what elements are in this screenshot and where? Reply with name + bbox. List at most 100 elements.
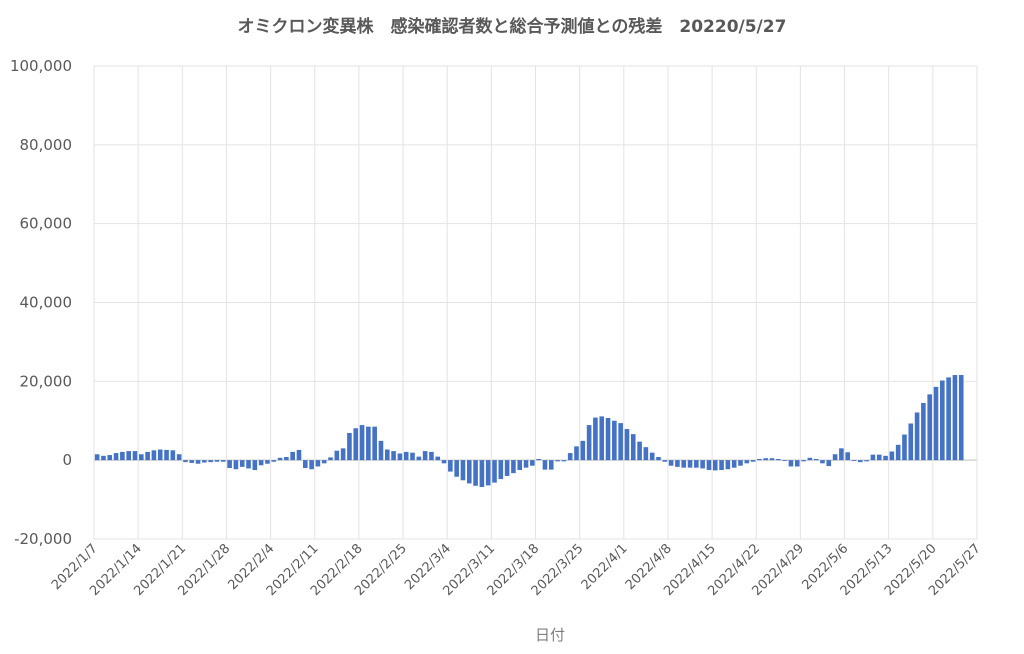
bar — [164, 449, 169, 461]
bar — [397, 453, 403, 461]
bar — [511, 460, 516, 474]
bar — [649, 452, 655, 461]
bar — [328, 457, 333, 461]
bar — [593, 417, 598, 461]
gridlines — [93, 65, 978, 540]
bar — [883, 455, 888, 461]
bar — [813, 458, 819, 461]
bar — [277, 457, 283, 461]
bar — [624, 429, 630, 461]
bar — [145, 451, 150, 461]
bar — [246, 460, 251, 469]
bar — [826, 460, 832, 467]
bar — [265, 460, 270, 464]
bar — [151, 450, 157, 461]
bar — [101, 455, 106, 461]
bar — [195, 460, 201, 464]
bar — [372, 426, 377, 461]
bar — [681, 460, 687, 468]
bar — [586, 425, 592, 461]
bar — [851, 460, 857, 461]
bar — [839, 448, 844, 461]
bar — [183, 460, 188, 463]
bar — [448, 460, 453, 472]
bar — [290, 451, 295, 461]
bar — [435, 456, 441, 461]
bar — [921, 403, 926, 461]
x-tick-label: 2022/4/1 — [579, 541, 631, 593]
y-axis-ticks: -20,000 0 20,000 40,000 60,000 80,000 100,000 — [10, 57, 72, 548]
bar — [744, 460, 750, 464]
bar — [498, 460, 504, 480]
bar — [542, 460, 548, 470]
bar — [694, 460, 699, 468]
bar — [429, 451, 434, 461]
bar — [517, 460, 523, 471]
bar — [391, 451, 396, 461]
bar — [807, 457, 813, 461]
bar — [189, 460, 195, 463]
bar — [580, 440, 586, 461]
bar — [340, 448, 346, 461]
bar — [656, 457, 661, 461]
bar — [864, 460, 869, 462]
bar — [107, 455, 113, 461]
bars — [94, 375, 964, 487]
bar — [208, 460, 213, 463]
bar — [794, 460, 800, 467]
x-axis-label: 日付 — [534, 626, 565, 644]
bar — [321, 460, 327, 464]
bar — [378, 440, 384, 461]
bar — [416, 456, 422, 461]
bar — [126, 451, 131, 461]
bar — [561, 460, 567, 462]
bar — [536, 458, 541, 461]
bar — [876, 454, 882, 461]
bar — [492, 460, 497, 483]
bar — [567, 453, 573, 461]
y-tick-label: 0 — [62, 451, 72, 469]
bar — [271, 460, 277, 462]
bar — [504, 460, 510, 476]
bar — [252, 460, 258, 471]
bar — [410, 452, 415, 461]
bar — [460, 460, 466, 481]
bar — [927, 394, 932, 461]
bar — [731, 460, 737, 468]
bar — [719, 460, 724, 471]
bar — [618, 423, 623, 461]
bar — [227, 460, 232, 469]
bar — [94, 454, 100, 461]
bar — [858, 460, 863, 463]
bar — [473, 460, 478, 486]
bar — [952, 375, 958, 461]
bar — [284, 457, 289, 461]
bar — [612, 420, 617, 461]
bar — [220, 460, 226, 462]
bar — [820, 460, 825, 464]
bar — [403, 451, 409, 461]
bar — [334, 450, 340, 461]
bar — [530, 460, 535, 466]
y-tick-label: -20,000 — [14, 530, 72, 548]
bar — [757, 458, 762, 461]
bar — [239, 460, 245, 467]
bar — [170, 450, 176, 461]
bar — [776, 458, 781, 461]
bar — [384, 449, 390, 461]
bar — [687, 460, 693, 468]
bar — [157, 449, 163, 461]
y-tick-label: 80,000 — [20, 136, 73, 154]
bar — [441, 460, 447, 464]
bar — [675, 460, 680, 467]
bar — [309, 460, 314, 470]
bar — [908, 423, 914, 461]
bar — [214, 460, 220, 462]
bar — [485, 460, 491, 486]
bar — [895, 444, 901, 461]
bar — [302, 460, 308, 469]
bar — [763, 458, 769, 461]
bar — [599, 416, 605, 461]
bar — [347, 432, 352, 461]
